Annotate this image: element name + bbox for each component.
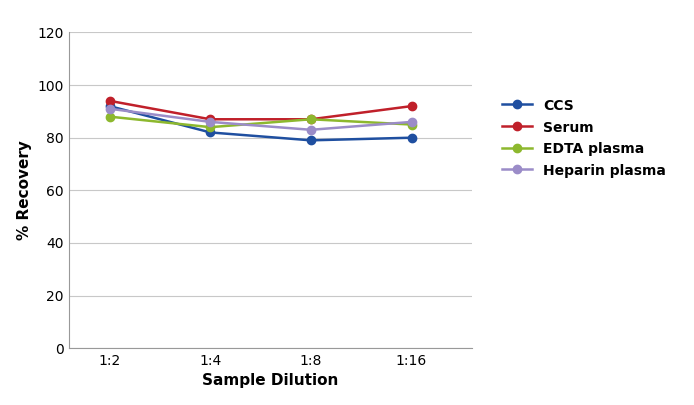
Heparin plasma bbox=[206, 119, 214, 124]
Serum bbox=[105, 98, 114, 103]
Line: Heparin plasma: Heparin plasma bbox=[105, 104, 416, 134]
Heparin plasma bbox=[307, 127, 315, 132]
EDTA plasma bbox=[307, 117, 315, 121]
CCS bbox=[105, 104, 114, 109]
CCS bbox=[407, 135, 416, 140]
Line: Serum: Serum bbox=[105, 97, 416, 124]
Line: EDTA plasma: EDTA plasma bbox=[105, 113, 416, 131]
Heparin plasma bbox=[105, 106, 114, 111]
X-axis label: Sample Dilution: Sample Dilution bbox=[203, 373, 339, 388]
Serum bbox=[206, 117, 214, 121]
EDTA plasma bbox=[206, 125, 214, 130]
CCS bbox=[307, 138, 315, 143]
Y-axis label: % Recovery: % Recovery bbox=[17, 141, 32, 240]
EDTA plasma bbox=[407, 122, 416, 127]
Serum bbox=[407, 104, 416, 109]
CCS bbox=[206, 130, 214, 135]
Serum bbox=[307, 117, 315, 121]
Line: CCS: CCS bbox=[105, 102, 416, 145]
Heparin plasma bbox=[407, 119, 416, 124]
Legend: CCS, Serum, EDTA plasma, Heparin plasma: CCS, Serum, EDTA plasma, Heparin plasma bbox=[499, 96, 669, 181]
EDTA plasma bbox=[105, 114, 114, 119]
